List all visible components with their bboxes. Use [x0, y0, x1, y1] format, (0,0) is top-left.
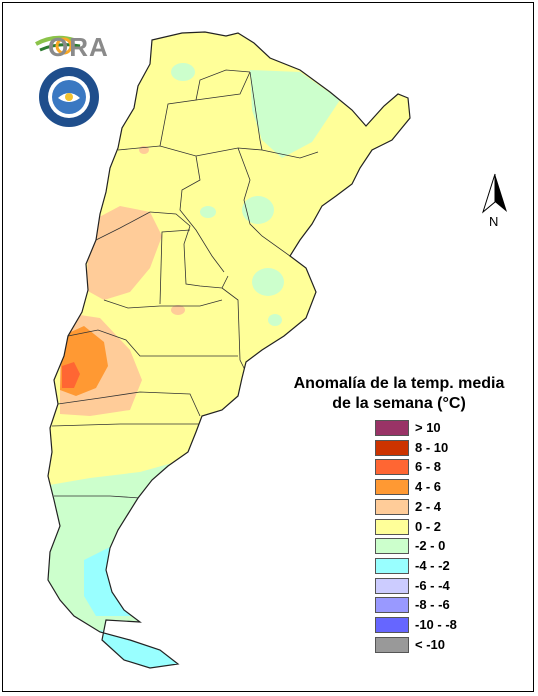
legend-label: -4 - -2	[415, 558, 450, 573]
legend-swatch	[375, 617, 409, 633]
legend-item: -4 - -2	[375, 558, 495, 576]
legend-swatch	[375, 519, 409, 535]
legend-swatch	[375, 637, 409, 653]
legend-swatch	[375, 538, 409, 554]
ora-logo-text: ORA	[48, 32, 109, 62]
north-arrow-icon	[482, 173, 507, 214]
legend-label: 4 - 6	[415, 479, 442, 494]
legend-title: Anomalía de la temp. media de la semana …	[290, 374, 508, 414]
legend-item: 2 - 4	[375, 499, 495, 517]
legend-label: -6 - -4	[415, 578, 450, 593]
legend-label: < -10	[415, 637, 445, 652]
legend-item: 0 - 2	[375, 519, 495, 537]
legend-label: 2 - 4	[415, 499, 442, 514]
legend-label: 6 - 8	[415, 459, 442, 474]
legend-title-line1: Anomalía de la temp. media	[293, 375, 505, 392]
institution-seal	[38, 66, 100, 128]
legend-item: -2 - 0	[375, 538, 495, 556]
legend-swatch	[375, 420, 409, 436]
legend-swatch	[375, 459, 409, 475]
ora-logo-swoosh	[35, 35, 81, 55]
legend-swatch	[375, 479, 409, 495]
legend-label: -10 - -8	[415, 617, 457, 632]
legend-item: -8 - -6	[375, 597, 495, 615]
legend-swatch	[375, 499, 409, 515]
legend-label: -8 - -6	[415, 597, 450, 612]
legend-item: > 10	[375, 420, 495, 438]
legend-swatch	[375, 558, 409, 574]
legend-label: -2 - 0	[415, 538, 446, 553]
legend-swatch	[375, 578, 409, 594]
ora-logo: ORA	[34, 30, 108, 62]
seal-icon	[39, 67, 99, 127]
legend-title-line2: de la semana (°C)	[332, 395, 466, 412]
legend-label: 8 - 10	[415, 440, 449, 455]
legend-item: 6 - 8	[375, 459, 495, 477]
legend-item: 4 - 6	[375, 479, 495, 497]
legend-item: -6 - -4	[375, 578, 495, 596]
north-label: N	[489, 214, 499, 229]
legend-swatch	[375, 440, 409, 456]
legend-label: > 10	[415, 420, 441, 435]
legend-item: < -10	[375, 637, 495, 655]
legend-item: -10 - -8	[375, 617, 495, 635]
legend-label: 0 - 2	[415, 519, 442, 534]
north-arrow: N	[480, 172, 510, 232]
legend-item: 8 - 10	[375, 440, 495, 458]
legend-swatch	[375, 597, 409, 613]
